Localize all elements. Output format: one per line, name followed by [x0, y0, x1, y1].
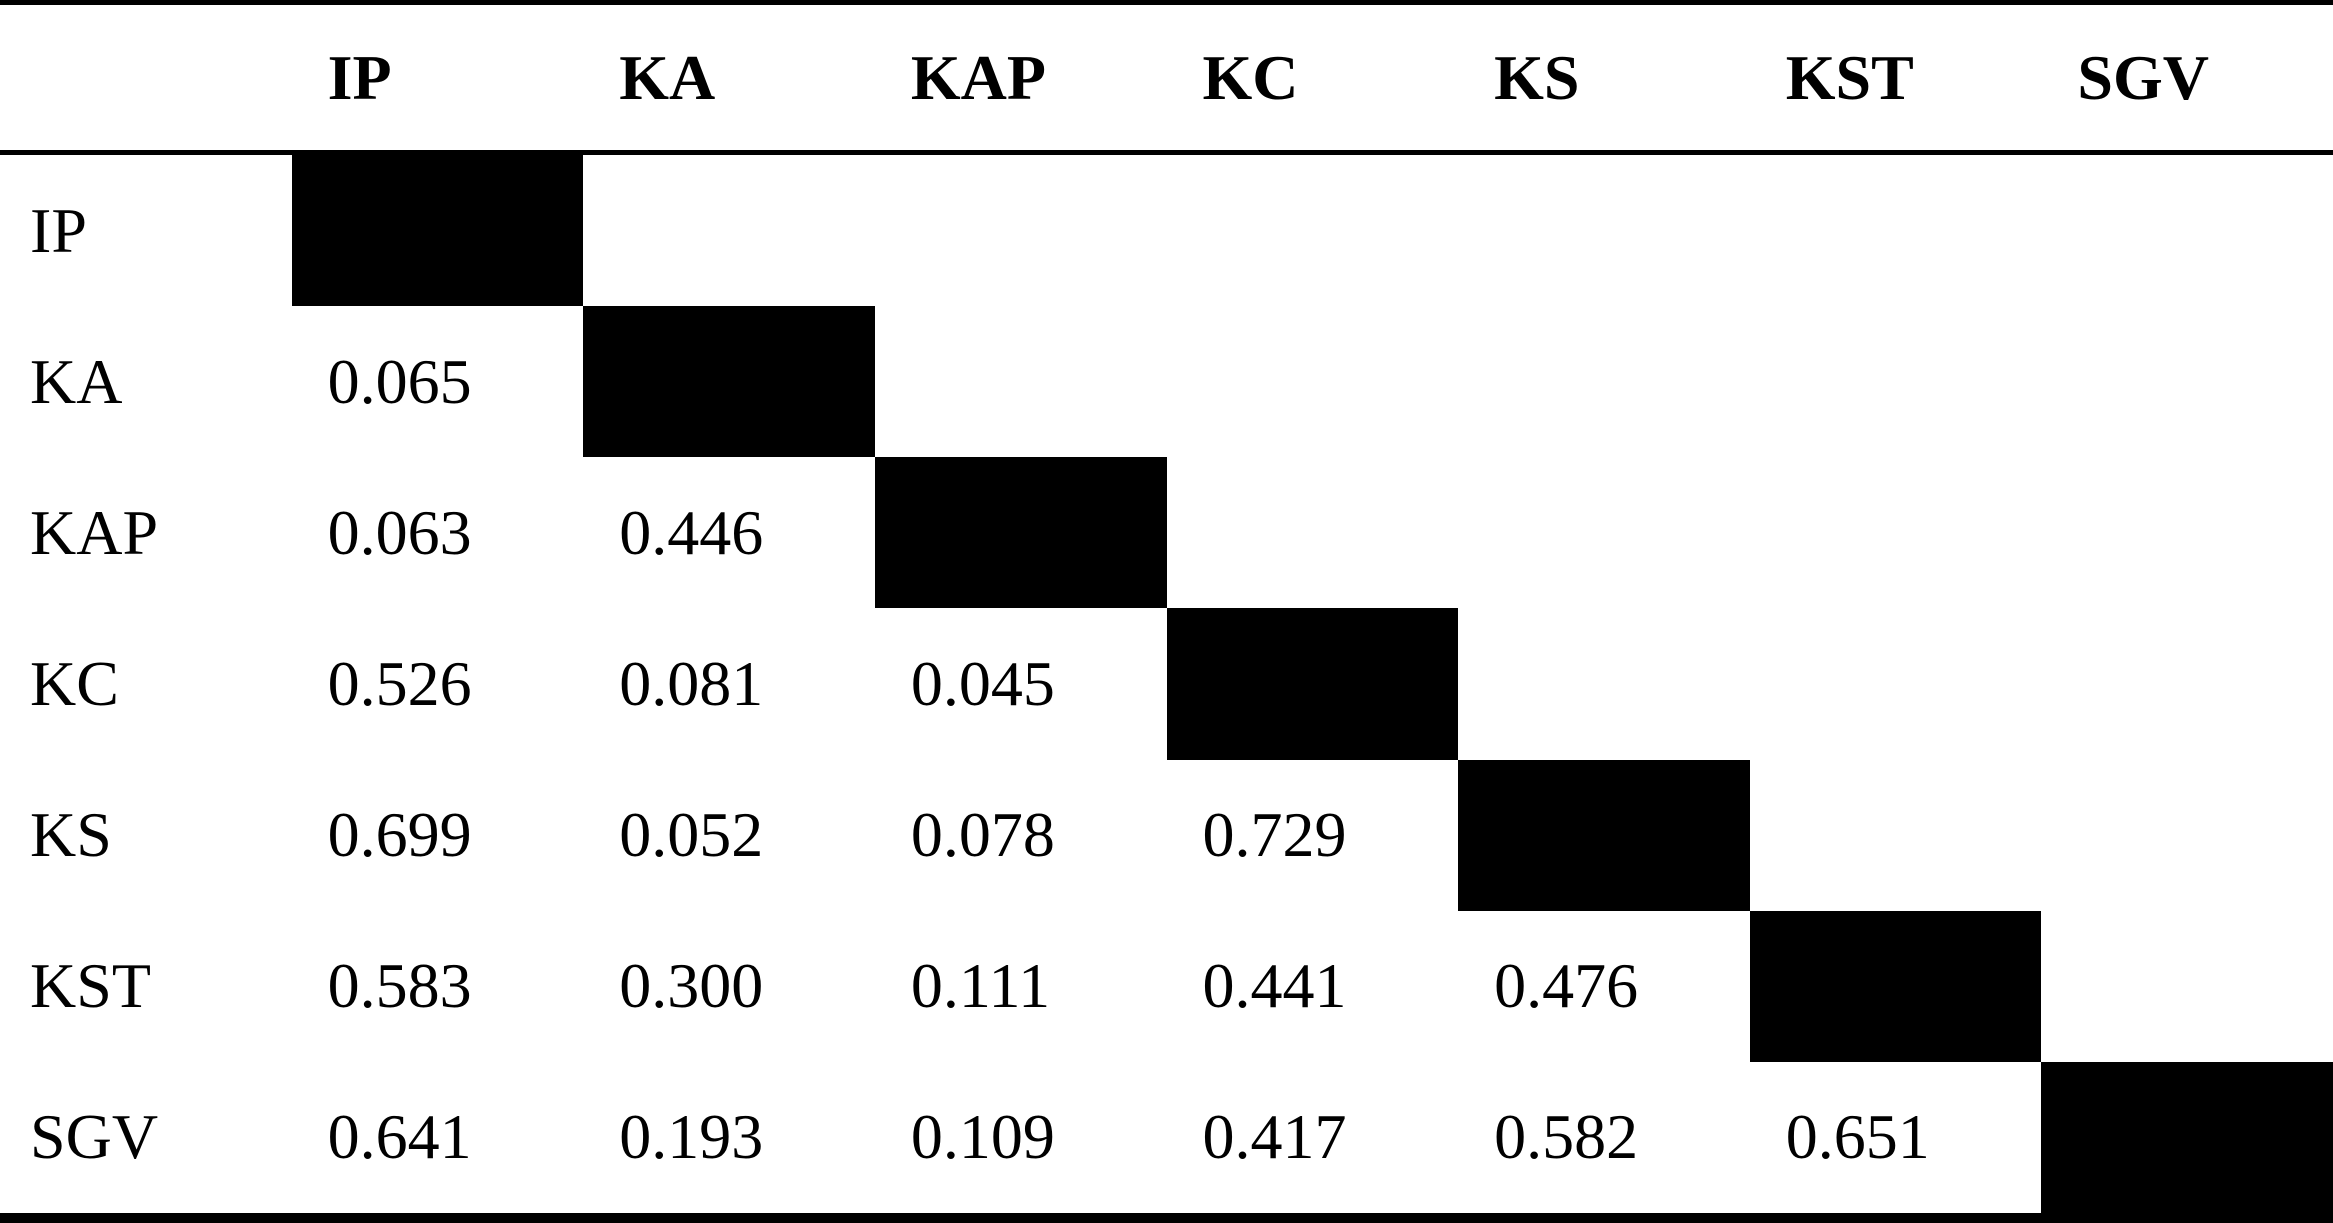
- cell-sgv-kst: 0.651: [1785, 1101, 1930, 1173]
- row-label-kc: KC: [30, 647, 119, 719]
- empty-cell: [583, 155, 875, 306]
- column-header-kap: KAP: [874, 5, 1167, 155]
- cell-kst-kap: 0.111: [910, 950, 1051, 1022]
- column-header-sgv: SGV: [2041, 5, 2333, 155]
- cell-kst-ks: 0.476: [1494, 950, 1639, 1022]
- diagonal-cell-sgv: [2041, 1061, 2333, 1213]
- column-header-kc: KC: [1166, 5, 1459, 155]
- diagonal-cell-ka: [583, 306, 875, 458]
- row-label-ks: KS: [30, 799, 112, 871]
- empty-cell: [1458, 155, 1750, 306]
- empty-cell: [2041, 306, 2333, 457]
- diagonal-cell-ks: [1458, 759, 1750, 911]
- cell-ka-ip: 0.065: [327, 345, 472, 417]
- row-label-ka: KA: [30, 345, 123, 417]
- cell-sgv-kc: 0.417: [1202, 1101, 1347, 1173]
- cell-kap-ka: 0.446: [619, 496, 764, 568]
- cell-ks-kc: 0.729: [1202, 799, 1347, 871]
- empty-cell: [1750, 760, 2042, 911]
- diagonal-cell-kst: [1749, 910, 2042, 1062]
- empty-cell: [875, 155, 1167, 306]
- cell-sgv-kap: 0.109: [910, 1101, 1055, 1173]
- cell-sgv-ip: 0.641: [327, 1101, 472, 1173]
- empty-cell: [2041, 760, 2333, 911]
- empty-cell: [2041, 155, 2333, 306]
- empty-cell: [1750, 155, 2042, 306]
- empty-cell: [1750, 306, 2042, 457]
- column-header-ip: IP: [291, 5, 584, 155]
- column-header-ks: KS: [1458, 5, 1750, 155]
- empty-cell: [2041, 608, 2333, 759]
- empty-cell: [875, 306, 1167, 457]
- cell-ks-ka: 0.052: [619, 799, 764, 871]
- diagonal-cell-kap: [874, 457, 1167, 609]
- empty-cell: [2041, 457, 2333, 608]
- cell-kst-ka: 0.300: [619, 950, 764, 1022]
- cell-kc-kap: 0.045: [910, 647, 1055, 719]
- cell-kst-ip: 0.583: [327, 950, 472, 1022]
- column-header-ka: KA: [583, 5, 875, 155]
- cell-kc-ip: 0.526: [327, 647, 472, 719]
- diagonal-cell-ip: [291, 155, 584, 307]
- row-label-kst: KST: [30, 950, 151, 1022]
- row-label-ip: IP: [30, 194, 87, 266]
- empty-cell: [1458, 457, 1750, 608]
- diagonal-cell-kc: [1166, 608, 1459, 760]
- cell-kst-kc: 0.441: [1202, 950, 1347, 1022]
- cell-kap-ip: 0.063: [327, 496, 472, 568]
- empty-cell: [1458, 306, 1750, 457]
- cell-ks-kap: 0.078: [910, 799, 1055, 871]
- row-label-kap: KAP: [30, 496, 159, 568]
- cell-ks-ip: 0.699: [327, 799, 472, 871]
- empty-cell: [1167, 155, 1459, 306]
- empty-cell: [1750, 457, 2042, 608]
- column-header-kst: KST: [1749, 5, 2042, 155]
- corner-cell: [0, 5, 292, 155]
- empty-cell: [1458, 608, 1750, 759]
- empty-cell: [1167, 306, 1459, 457]
- table-grid: IP KA KAP KC KS KST SGV IP KA 0.065 KAP …: [0, 5, 2333, 1213]
- empty-cell: [1167, 457, 1459, 608]
- row-label-sgv: SGV: [30, 1101, 159, 1173]
- cell-sgv-ka: 0.193: [619, 1101, 764, 1173]
- cell-sgv-ks: 0.582: [1494, 1101, 1639, 1173]
- empty-cell: [2041, 911, 2333, 1062]
- empty-cell: [1750, 608, 2042, 759]
- cell-kc-ka: 0.081: [619, 647, 764, 719]
